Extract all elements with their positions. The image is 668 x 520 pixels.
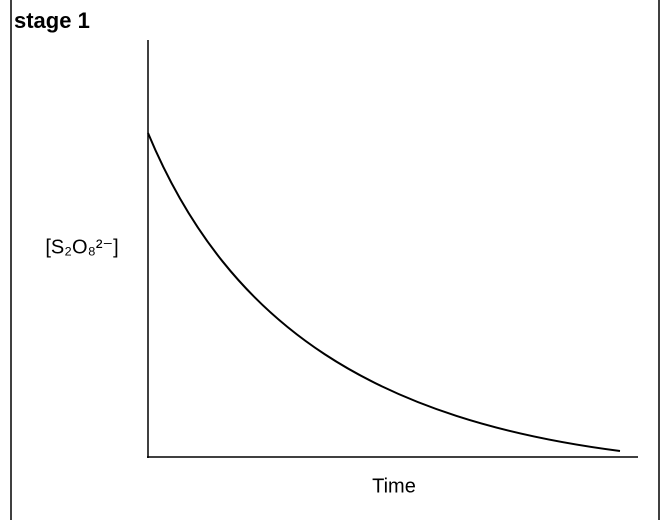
y-axis-label: [S₂O₈²⁻] bbox=[45, 236, 118, 258]
decay-curve bbox=[147, 132, 621, 452]
x-axis-label: Time bbox=[372, 475, 416, 497]
stage-title: stage 1 bbox=[14, 8, 90, 33]
